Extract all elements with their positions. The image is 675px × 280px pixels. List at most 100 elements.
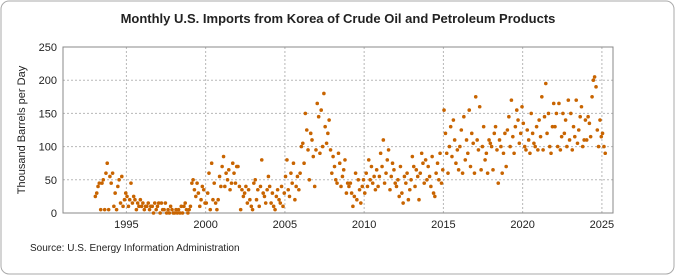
data-point bbox=[186, 211, 190, 215]
data-point bbox=[100, 181, 104, 185]
data-point bbox=[431, 191, 436, 195]
data-point bbox=[480, 144, 485, 149]
data-point bbox=[118, 201, 123, 205]
data-point bbox=[555, 144, 560, 149]
data-point bbox=[220, 164, 224, 169]
data-point bbox=[558, 148, 563, 152]
data-point bbox=[94, 191, 99, 195]
data-point bbox=[254, 197, 259, 202]
data-point bbox=[323, 124, 327, 129]
data-point bbox=[133, 197, 137, 202]
data-point bbox=[516, 118, 520, 122]
data-point bbox=[433, 194, 437, 199]
data-point bbox=[583, 118, 588, 122]
data-point bbox=[481, 124, 486, 129]
data-point bbox=[302, 161, 306, 165]
data-point bbox=[166, 207, 170, 212]
data-point bbox=[151, 211, 156, 215]
data-point bbox=[266, 174, 271, 179]
data-point bbox=[374, 168, 379, 172]
data-point bbox=[530, 131, 535, 136]
x-tick-label: 1995 bbox=[114, 219, 138, 231]
data-point bbox=[517, 141, 522, 146]
data-point bbox=[542, 114, 547, 119]
data-point bbox=[541, 148, 545, 152]
data-point bbox=[368, 178, 372, 182]
x-tick-label: 2000 bbox=[193, 219, 217, 231]
data-point bbox=[429, 184, 433, 189]
data-point bbox=[599, 134, 604, 139]
data-point bbox=[337, 161, 342, 165]
data-point bbox=[241, 194, 246, 199]
data-point bbox=[415, 174, 420, 179]
data-point bbox=[385, 158, 390, 162]
data-point bbox=[152, 201, 157, 205]
data-point bbox=[357, 187, 362, 192]
data-point bbox=[586, 114, 590, 119]
data-point bbox=[484, 151, 489, 156]
data-point bbox=[446, 171, 450, 175]
plot-area bbox=[62, 46, 614, 214]
data-point bbox=[485, 171, 490, 175]
data-point bbox=[488, 141, 493, 146]
y-tick-label: 50 bbox=[45, 175, 57, 187]
data-point bbox=[569, 111, 573, 116]
x-tick-label: 2025 bbox=[590, 219, 614, 231]
data-point bbox=[584, 138, 589, 142]
data-point bbox=[213, 201, 218, 205]
data-point bbox=[352, 194, 357, 199]
data-point bbox=[528, 151, 532, 156]
data-point bbox=[287, 194, 292, 199]
data-point bbox=[167, 211, 172, 215]
data-point bbox=[215, 207, 219, 212]
data-point bbox=[156, 201, 161, 205]
data-point bbox=[104, 171, 108, 175]
data-point bbox=[344, 191, 349, 195]
data-point bbox=[574, 98, 579, 102]
data-point bbox=[106, 207, 111, 212]
data-point bbox=[409, 178, 413, 182]
data-point bbox=[434, 171, 438, 175]
data-point bbox=[440, 168, 445, 172]
data-point bbox=[252, 181, 256, 185]
data-point bbox=[123, 191, 128, 195]
data-point bbox=[466, 151, 470, 156]
data-point bbox=[444, 151, 449, 156]
data-point bbox=[464, 138, 469, 142]
data-point bbox=[242, 191, 247, 195]
data-point bbox=[341, 168, 346, 172]
data-point bbox=[226, 168, 231, 172]
data-point bbox=[382, 181, 387, 185]
data-point bbox=[205, 191, 210, 195]
data-point bbox=[304, 128, 309, 132]
data-point bbox=[291, 161, 296, 165]
data-point bbox=[293, 197, 297, 202]
data-point bbox=[418, 171, 423, 175]
data-point bbox=[355, 197, 359, 202]
data-point bbox=[430, 154, 434, 159]
data-point bbox=[553, 124, 557, 129]
data-point bbox=[174, 207, 178, 212]
data-point bbox=[98, 207, 103, 212]
data-point bbox=[237, 184, 242, 189]
data-point bbox=[129, 181, 133, 185]
data-point bbox=[319, 108, 323, 112]
data-point bbox=[130, 201, 135, 205]
y-axis-label: Thousand Barrels per Day bbox=[16, 65, 28, 194]
data-point bbox=[456, 168, 461, 172]
data-point bbox=[463, 158, 468, 162]
data-point bbox=[443, 131, 448, 136]
data-point bbox=[351, 204, 355, 209]
data-point bbox=[175, 211, 180, 215]
data-point bbox=[96, 184, 100, 189]
data-point bbox=[460, 171, 465, 175]
data-point bbox=[468, 164, 473, 169]
data-point bbox=[255, 187, 260, 192]
data-point bbox=[402, 174, 407, 179]
data-point bbox=[135, 201, 140, 205]
data-point bbox=[283, 174, 288, 179]
data-point bbox=[547, 144, 552, 149]
x-tick-label: 2005 bbox=[273, 219, 297, 231]
data-point bbox=[423, 158, 428, 162]
data-point bbox=[600, 131, 605, 136]
